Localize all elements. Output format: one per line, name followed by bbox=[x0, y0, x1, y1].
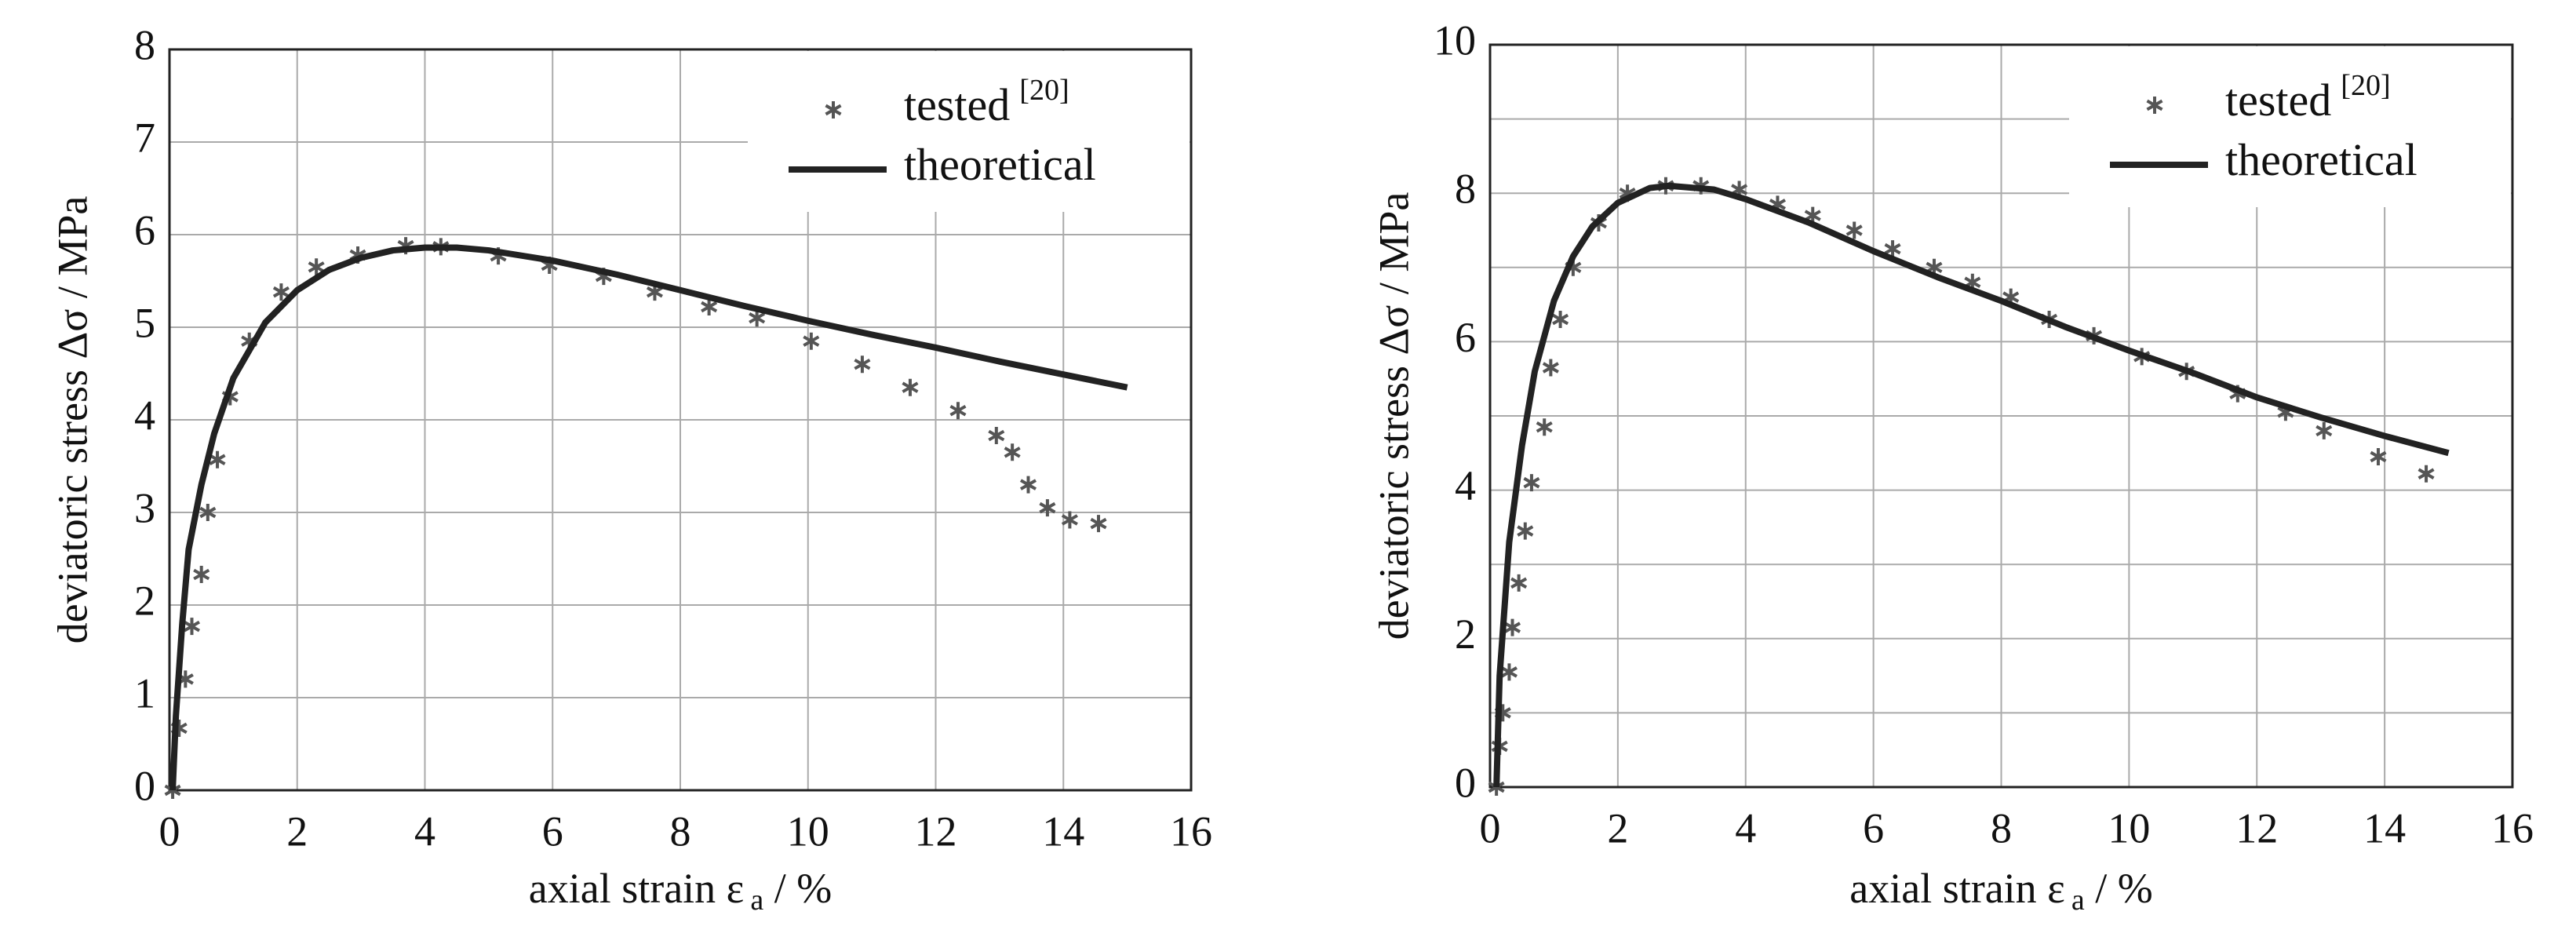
y-tick-label: 7 bbox=[134, 114, 155, 161]
marker bbox=[272, 283, 290, 301]
legend-name: tested bbox=[2225, 75, 2331, 126]
marker bbox=[1845, 221, 1863, 239]
y-tick-label: 5 bbox=[134, 299, 155, 346]
marker bbox=[2418, 465, 2435, 483]
x-axis-label-text: axial strain ε bbox=[529, 865, 745, 912]
legend-marker bbox=[825, 101, 842, 118]
x-axis-label-sub: a bbox=[750, 884, 763, 917]
x-tick-label: 0 bbox=[159, 808, 180, 855]
marker bbox=[183, 618, 201, 636]
plot-frame bbox=[168, 48, 1193, 792]
x-tick-label: 2 bbox=[1607, 804, 1628, 851]
x-tick-label: 8 bbox=[1991, 804, 2012, 851]
y-axis-label: deviatoric stress Δσ / MPa bbox=[49, 196, 96, 644]
y-tick-label: 6 bbox=[1455, 314, 1476, 361]
y-tick-label: 0 bbox=[1455, 759, 1476, 806]
x-tick-label: 14 bbox=[2363, 804, 2406, 851]
legend-marker bbox=[2146, 97, 2163, 114]
legend-reference: [20] bbox=[1019, 74, 1069, 107]
y-tick-label: 10 bbox=[1434, 16, 1476, 64]
marker bbox=[193, 566, 210, 584]
x-axis-label-unit: / % bbox=[763, 865, 832, 912]
x-tick-label: 12 bbox=[2235, 804, 2278, 851]
chart: 0 2 4 6 8 10 12 14 16 0 2 4 6 8 10 tested [20] theoretica… bbox=[1370, 16, 2534, 916]
y-tick-label: 3 bbox=[134, 484, 155, 531]
x-tick-label: 4 bbox=[414, 808, 435, 855]
marker bbox=[1510, 574, 1528, 592]
x-tick-label: 8 bbox=[670, 808, 691, 855]
x-tick-label: 10 bbox=[787, 808, 829, 855]
marker bbox=[308, 258, 325, 276]
marker bbox=[1061, 511, 1078, 529]
marker bbox=[1090, 515, 1107, 533]
plot-frame bbox=[1488, 43, 2514, 789]
legend-label: tested [20] bbox=[904, 74, 1069, 131]
legend-label: theoretical bbox=[904, 139, 1096, 190]
x-tick-label: 12 bbox=[915, 808, 957, 855]
x-tick-label: 16 bbox=[2491, 804, 2534, 851]
legend-box bbox=[2069, 46, 2511, 207]
marker bbox=[1523, 474, 1540, 492]
marker bbox=[2315, 421, 2333, 439]
legend-label: tested [20] bbox=[2225, 69, 2391, 126]
x-axis-label-unit: / % bbox=[2085, 865, 2153, 912]
y-tick-label: 1 bbox=[134, 669, 155, 716]
y-tick-label: 6 bbox=[134, 206, 155, 253]
x-axis-label-sub: a bbox=[2071, 884, 2085, 917]
x-tick-label: 10 bbox=[2108, 804, 2150, 851]
marker bbox=[1039, 499, 1056, 517]
x-tick-label: 2 bbox=[286, 808, 308, 855]
legend-name: theoretical bbox=[904, 139, 1096, 190]
marker bbox=[1517, 522, 1534, 540]
marker bbox=[1019, 476, 1037, 494]
marker bbox=[1552, 311, 1569, 329]
line bbox=[1493, 182, 2450, 788]
legend-reference: [20] bbox=[2341, 69, 2390, 102]
marker bbox=[199, 504, 217, 521]
marker bbox=[1500, 663, 1518, 681]
marker bbox=[1503, 618, 1521, 636]
y-tick-label: 8 bbox=[1455, 166, 1476, 213]
y-tick-label: 2 bbox=[1455, 611, 1476, 658]
marker bbox=[1004, 443, 1021, 461]
x-tick-label: 4 bbox=[1735, 804, 1756, 851]
x-tick-label: 6 bbox=[542, 808, 563, 855]
marker bbox=[1536, 418, 1553, 436]
y-tick-label: 8 bbox=[134, 21, 155, 68]
x-tick-label: 6 bbox=[1863, 804, 1884, 851]
marker bbox=[1542, 359, 1559, 377]
x-tick-label: 14 bbox=[1042, 808, 1084, 855]
marker bbox=[2370, 448, 2387, 466]
marker bbox=[988, 427, 1005, 445]
marker bbox=[1884, 240, 1901, 258]
y-tick-label: 4 bbox=[134, 392, 155, 439]
marker bbox=[854, 355, 871, 374]
marker bbox=[209, 450, 226, 468]
marker bbox=[749, 309, 766, 327]
marker bbox=[902, 378, 919, 396]
legend-name: theoretical bbox=[2225, 134, 2418, 185]
x-tick-label: 16 bbox=[1170, 808, 1212, 855]
y-tick-label: 2 bbox=[134, 577, 155, 624]
line bbox=[169, 244, 1128, 791]
marker bbox=[949, 402, 967, 420]
legend-box bbox=[748, 51, 1190, 212]
y-tick-label: 0 bbox=[134, 762, 155, 809]
y-axis-label: deviatoric stress Δσ / MPa bbox=[1370, 192, 1417, 640]
y-tick-label: 4 bbox=[1455, 462, 1476, 509]
legend-label: theoretical bbox=[2225, 134, 2418, 185]
marker bbox=[701, 298, 718, 316]
marker bbox=[803, 332, 820, 350]
x-axis-label-text: axial strain ε bbox=[1849, 865, 2065, 912]
x-tick-label: 0 bbox=[1480, 804, 1501, 851]
legend-name: tested bbox=[904, 79, 1010, 130]
